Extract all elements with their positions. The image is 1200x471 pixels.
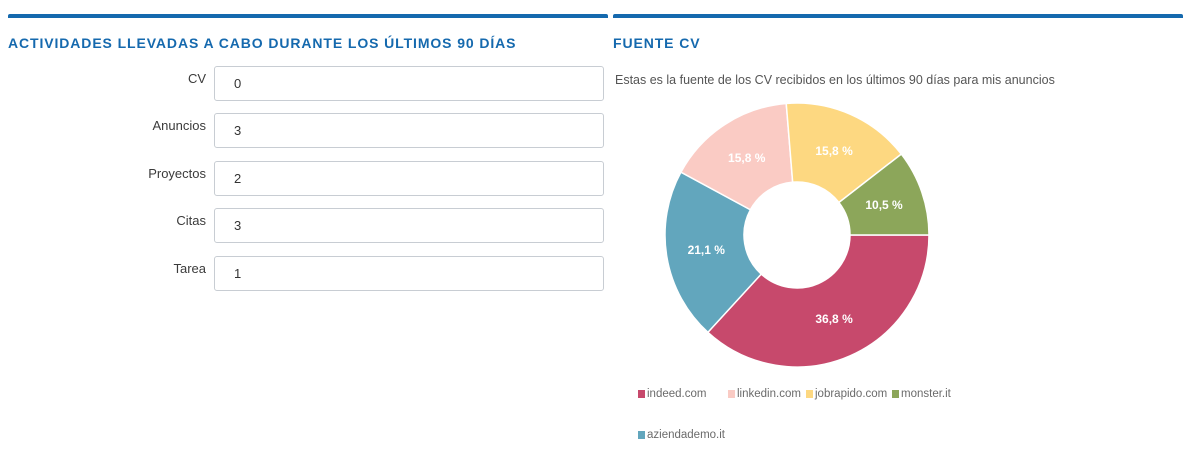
- legend-swatch-monster: [892, 390, 899, 398]
- legend-swatch-indeed: [638, 390, 645, 398]
- tarea-input[interactable]: [214, 256, 604, 291]
- legend-item-jobrapido[interactable]: jobrapido.com: [806, 388, 887, 400]
- anuncios-label: Anuncios: [152, 118, 206, 133]
- donut-chart: 36,8 % 21,1 % 15,8 % 15,8 % 10,5 %: [664, 102, 930, 368]
- cv-input[interactable]: [214, 66, 604, 101]
- legend-swatch-linkedin: [728, 390, 735, 398]
- slice-label-indeed: 36,8 %: [815, 312, 853, 326]
- legend-label-linkedin: linkedin.com: [737, 388, 801, 400]
- form-row-proyectos: Proyectos: [8, 161, 608, 197]
- slice-monster[interactable]: [837, 153, 930, 236]
- slice-label-linkedin: 15,8 %: [728, 151, 766, 165]
- donut-slices: [664, 102, 930, 368]
- anuncios-input[interactable]: [214, 113, 604, 148]
- activities-title: ACTIVIDADES LLEVADAS A CABO DURANTE LOS …: [8, 35, 517, 51]
- legend-item-monster[interactable]: monster.it: [892, 388, 951, 400]
- legend-label-monster: monster.it: [901, 388, 951, 400]
- citas-label: Citas: [176, 213, 206, 228]
- legend-swatch-aziendademo: [638, 431, 645, 439]
- slice-label-monster: 10,5 %: [865, 198, 903, 212]
- legend-label-indeed: indeed.com: [647, 388, 707, 400]
- legend-label-aziendademo: aziendademo.it: [647, 429, 725, 441]
- form-row-anuncios: Anuncios: [8, 113, 608, 149]
- form-row-tarea: Tarea: [8, 256, 608, 292]
- citas-input[interactable]: [214, 208, 604, 243]
- legend-item-linkedin[interactable]: linkedin.com: [728, 388, 801, 400]
- form-row-cv: CV: [8, 66, 608, 102]
- cv-label: CV: [187, 71, 206, 86]
- slice-linkedin[interactable]: [679, 102, 794, 211]
- cv-source-description: Estas es la fuente de los CV recibidos e…: [615, 73, 1055, 87]
- tarea-label: Tarea: [173, 261, 206, 276]
- legend-item-indeed[interactable]: indeed.com: [638, 388, 706, 400]
- legend-label-jobrapido: jobrapido.com: [815, 388, 888, 400]
- slice-indeed[interactable]: [706, 234, 930, 368]
- donut-labels: 36,8 % 21,1 % 15,8 % 15,8 % 10,5 %: [688, 144, 903, 326]
- proyectos-input[interactable]: [214, 161, 604, 196]
- proyectos-label: Proyectos: [148, 166, 206, 181]
- legend-item-aziendademo[interactable]: aziendademo.it: [638, 429, 725, 441]
- slice-label-aziendademo: 21,1 %: [688, 243, 726, 257]
- cv-source-panel: FUENTE CV Estas es la fuente de los CV r…: [613, 14, 1183, 454]
- form-row-citas: Citas: [8, 208, 608, 244]
- activities-panel: ACTIVIDADES LLEVADAS A CABO DURANTE LOS …: [8, 14, 608, 454]
- legend-swatch-jobrapido: [806, 390, 813, 398]
- slice-label-jobrapido: 15,8 %: [815, 144, 853, 158]
- slice-jobrapido[interactable]: [785, 102, 903, 204]
- cv-source-title: FUENTE CV: [613, 35, 701, 51]
- slice-aziendademo[interactable]: [664, 171, 763, 334]
